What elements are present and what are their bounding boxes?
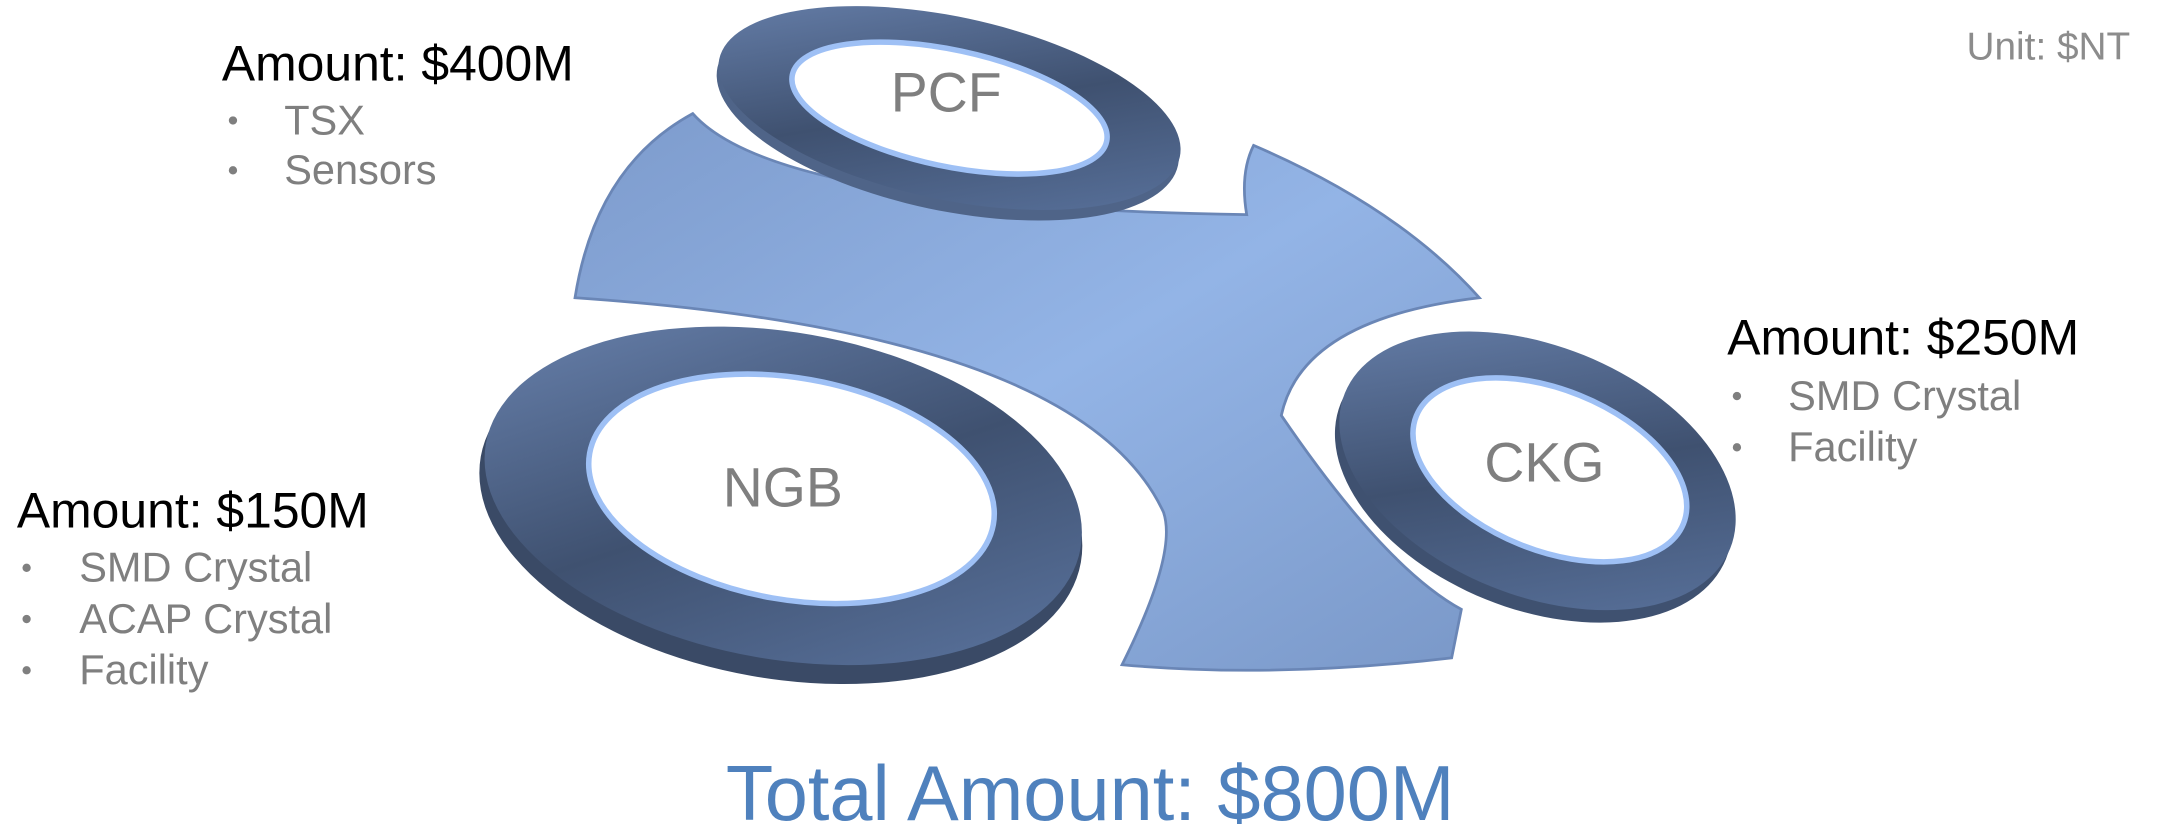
site-label: CKG (1484, 431, 1604, 493)
amount: Amount: $400M (222, 35, 574, 91)
bullet (22, 564, 30, 572)
item: Facility (1788, 423, 1917, 470)
bullet (22, 615, 30, 623)
bullet (229, 166, 237, 174)
item: ACAP Crystal (79, 595, 332, 642)
bullet (229, 116, 237, 124)
item: SMD Crystal (1788, 372, 2021, 419)
item: Sensors (284, 146, 436, 193)
site-label: NGB (723, 456, 843, 518)
bullet (1733, 392, 1741, 400)
site-label: PCF (891, 62, 1002, 124)
amount: Amount: $250M (1727, 310, 2079, 366)
total-amount: Total Amount: $800M (726, 751, 1455, 824)
item: SMD Crystal (79, 544, 312, 591)
bullet (22, 666, 30, 674)
amount: Amount: $150M (17, 483, 369, 539)
item: TSX (284, 96, 365, 143)
item: Facility (79, 646, 208, 693)
bullet (1733, 443, 1741, 451)
diagram: PCF NGB CKG Unit: $NT Amount: $400M TSX … (0, 0, 2161, 824)
unit-label: Unit: $NT (1967, 26, 2131, 69)
